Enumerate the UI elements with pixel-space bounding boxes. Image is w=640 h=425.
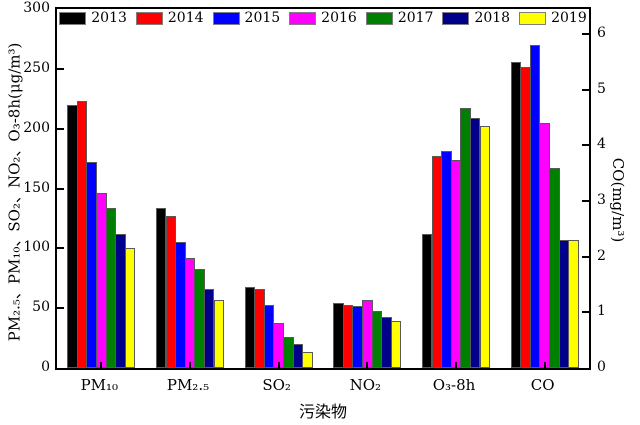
x-axis-tick-O₃-8h	[455, 362, 457, 368]
legend-label-2018: 2018	[474, 10, 511, 26]
legend-item-2013: 2013	[59, 10, 127, 26]
legend-label-2013: 2013	[91, 10, 127, 26]
legend-item-2015: 2015	[212, 10, 281, 26]
x-axis-category-label-NO₂: NO₂	[349, 376, 382, 394]
legend-swatch-2018	[442, 11, 470, 25]
legend-swatch-2016	[289, 11, 317, 25]
legend-label-2019: 2019	[551, 10, 587, 26]
left-axis-tick	[57, 127, 64, 130]
bar-2019-NO₂	[390, 321, 402, 368]
legend-label-2014: 2014	[167, 10, 204, 26]
bar-2019-CO	[568, 240, 579, 368]
legend-swatch-2017	[365, 11, 393, 25]
x-axis-tick-CO	[543, 362, 546, 368]
bar-2019-SO₂	[302, 352, 313, 368]
left-axis-tick-label: 100	[23, 239, 50, 256]
right-axis-tick-label: 5	[597, 80, 606, 97]
left-axis-tick-label: 300	[23, 0, 50, 16]
legend-item-2016: 2016	[289, 10, 357, 26]
left-axis-tick-label: 150	[23, 179, 50, 196]
x-axis-tick-NO₂	[366, 362, 369, 368]
right-axis-tick	[582, 33, 589, 36]
x-axis-tick-SO₂	[277, 362, 280, 368]
right-axis-tick	[582, 144, 589, 147]
left-axis-tick	[57, 67, 64, 70]
legend-swatch-2019	[519, 11, 547, 25]
legend: 2013 2014 2015 2016 2017 2018 2019	[57, 10, 589, 26]
x-axis-title: 污染物	[298, 402, 347, 421]
bar-2019-PM₂.₅	[213, 299, 225, 368]
x-axis-tick-PM₂.₅	[189, 362, 191, 368]
right-axis-tick-label: 4	[597, 136, 606, 153]
right-axis-tick	[582, 311, 589, 314]
right-axis-tick	[582, 88, 589, 91]
legend-label-2016: 2016	[321, 10, 357, 26]
left-axis-tick-label: 0	[41, 359, 50, 375]
x-axis-category-label-CO: CO	[530, 376, 555, 394]
legend-item-2014: 2014	[135, 10, 204, 26]
bar-2019-PM₁₀	[124, 248, 136, 368]
legend-swatch-2015	[212, 11, 240, 25]
x-axis-category-label-O₃-8h: O₃-8h	[432, 376, 476, 394]
legend-label-2017: 2017	[397, 10, 434, 26]
bar-2019-O₃-8h	[479, 126, 491, 368]
right-axis-tick-label: 6	[597, 25, 606, 42]
x-axis-category-label-PM₂.₅: PM₂.₅	[166, 376, 210, 394]
x-axis-category-label-PM₁₀: PM₁₀	[80, 376, 119, 394]
legend-label-2015: 2015	[244, 10, 281, 26]
left-axis-tick	[57, 307, 64, 310]
left-axis-tick-label: 200	[23, 119, 50, 136]
legend-swatch-2013	[59, 11, 87, 25]
x-axis-tick-PM₁₀	[100, 362, 103, 368]
plot-area	[55, 7, 591, 370]
right-axis-tick	[582, 200, 589, 203]
right-axis-tick-label: 0	[597, 359, 606, 375]
left-axis-tick-label: 250	[23, 59, 50, 76]
right-axis-tick	[582, 255, 589, 258]
legend-item-2019: 2019	[519, 10, 587, 26]
left-axis-tick	[57, 247, 64, 250]
legend-item-2018: 2018	[442, 10, 510, 26]
right-axis-tick-label: 3	[597, 192, 606, 209]
x-axis-category-label-SO₂: SO₂	[262, 376, 291, 394]
left-axis-tick	[57, 187, 64, 190]
right-axis-tick-label: 2	[597, 247, 606, 264]
right-axis-tick-label: 1	[597, 303, 606, 320]
legend-swatch-2014	[135, 11, 163, 25]
legend-item-2017: 2017	[365, 10, 434, 26]
left-axis-tick-label: 50	[32, 299, 50, 316]
